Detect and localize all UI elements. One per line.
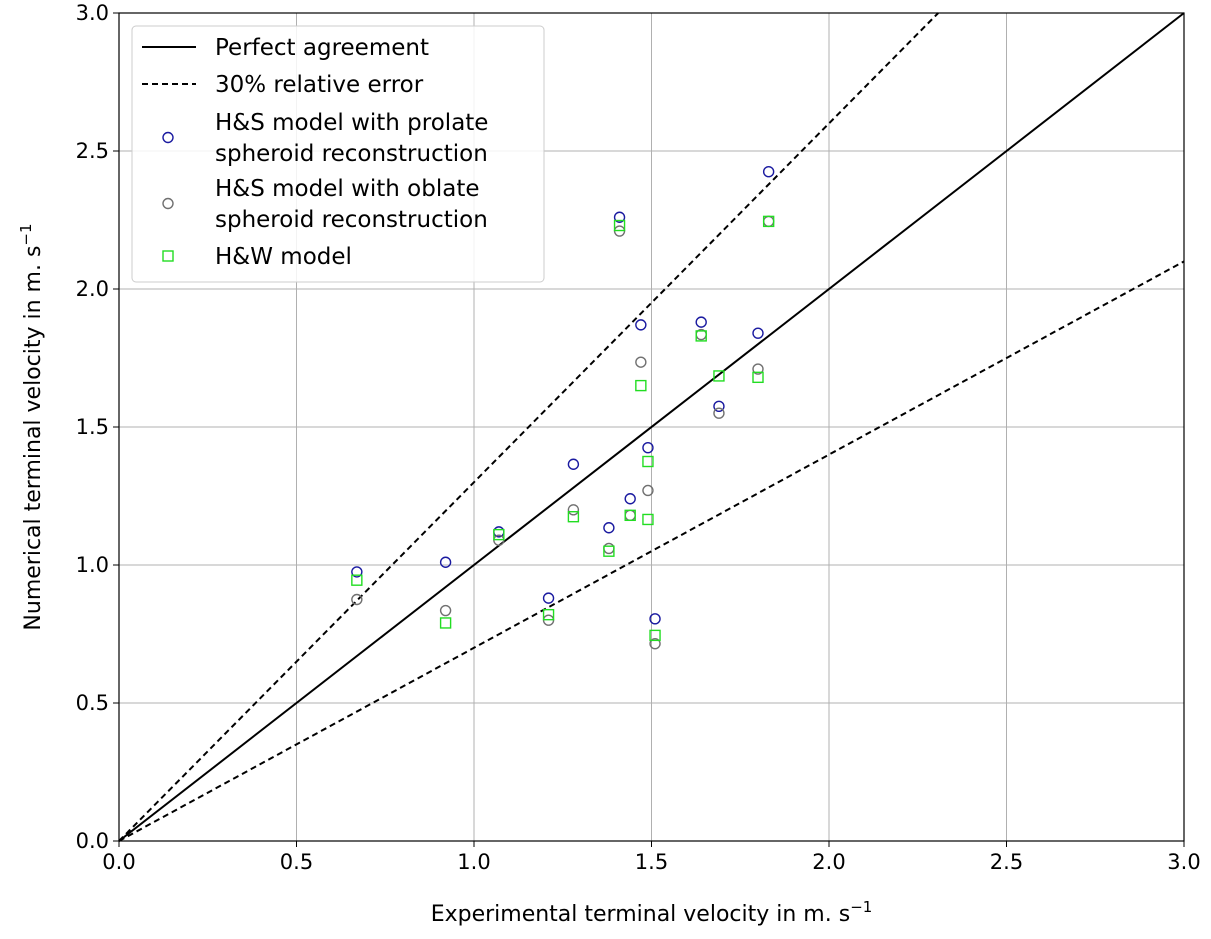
y-tick-label: 3.0 <box>76 1 109 25</box>
x-tick-label: 1.5 <box>635 850 668 874</box>
data-point-circle <box>649 613 661 625</box>
data-point-square <box>762 215 775 228</box>
data-point-circle <box>649 637 661 650</box>
data-point-square <box>567 511 580 523</box>
data-point-circle <box>752 363 764 375</box>
legend-label: Perfect agreement <box>215 35 429 61</box>
data-point-circle <box>567 458 580 470</box>
data-point-square <box>713 370 725 382</box>
data-point-circle <box>439 556 452 568</box>
legend-square-swatch <box>162 250 174 262</box>
y-tick-label: 1.5 <box>76 415 109 439</box>
data-point-circle <box>613 211 626 223</box>
y-axis-label: Numerical terminal velocity in m. s−1 <box>17 223 46 630</box>
data-points <box>351 165 775 650</box>
x-tick-label: 3.0 <box>1167 850 1200 874</box>
data-point-square <box>351 574 363 586</box>
data-point-square <box>624 509 636 522</box>
data-point-square <box>642 455 654 468</box>
legend: Perfect agreement 30% relative error H&S m… <box>131 25 545 283</box>
data-point-square <box>493 528 505 541</box>
data-point-square <box>642 513 654 526</box>
legend-label: H&S model with oblate <box>215 176 480 202</box>
legend-box <box>131 25 545 283</box>
y-tick-label: 2.5 <box>76 139 109 163</box>
x-tick-label: 0.5 <box>280 850 313 874</box>
data-point-square <box>649 629 661 642</box>
data-point-circle <box>713 407 725 419</box>
data-point-circle <box>713 400 725 412</box>
data-point-circle <box>642 442 654 454</box>
data-point-square <box>439 617 452 629</box>
reference-lines <box>118 12 1185 842</box>
data-point-square <box>752 371 764 384</box>
axis-ticks: 0.0 0.5 1.0 1.5 2.0 2.5 3.0 0.0 0.5 1.0 1.5 2.0 2.5 3… <box>76 1 1201 874</box>
data-point-circle <box>439 604 452 617</box>
legend-label: H&W model <box>215 244 352 270</box>
error-line <box>118 12 939 842</box>
x-tick-label: 0.0 <box>102 850 135 874</box>
data-point-circle <box>635 356 647 368</box>
data-point-circle <box>624 509 636 522</box>
y-tick-label: 0.0 <box>76 829 109 853</box>
data-point-circle <box>762 165 775 178</box>
data-point-square <box>695 330 707 342</box>
x-tick-label: 2.5 <box>990 850 1023 874</box>
y-tick-label: 0.5 <box>76 691 109 715</box>
legend-label: spheroid reconstruction <box>215 141 488 167</box>
data-point-circle <box>624 493 636 505</box>
legend-label: H&S model with prolate <box>215 110 488 136</box>
data-point-square <box>542 608 555 621</box>
legend-circle-swatch <box>162 131 174 144</box>
data-point-circle <box>695 316 707 328</box>
y-tick-label: 2.0 <box>76 277 109 301</box>
data-point-circle <box>635 319 647 331</box>
data-point-circle <box>603 542 615 555</box>
data-point-square <box>613 219 626 232</box>
data-point-circle <box>752 327 764 339</box>
y-tick-label: 1.0 <box>76 553 109 577</box>
x-axis-label: Experimental terminal velocity in m. s−1 <box>431 898 873 927</box>
x-tick-label: 2.0 <box>812 850 845 874</box>
legend-circle-swatch <box>162 197 174 210</box>
data-point-circle <box>351 593 363 606</box>
data-point-circle <box>642 484 654 497</box>
data-point-circle <box>351 566 363 578</box>
legend-label: spheroid reconstruction <box>215 207 488 233</box>
data-point-circle <box>567 504 580 516</box>
legend-label: 30% relative error <box>215 72 424 98</box>
data-point-circle <box>542 592 555 604</box>
data-point-square <box>603 545 615 557</box>
data-point-circle <box>762 215 775 228</box>
data-point-square <box>635 379 647 392</box>
data-point-circle <box>603 522 615 534</box>
agreement-line <box>118 12 1185 842</box>
error-line <box>118 260 1185 842</box>
x-tick-label: 1.0 <box>457 850 490 874</box>
